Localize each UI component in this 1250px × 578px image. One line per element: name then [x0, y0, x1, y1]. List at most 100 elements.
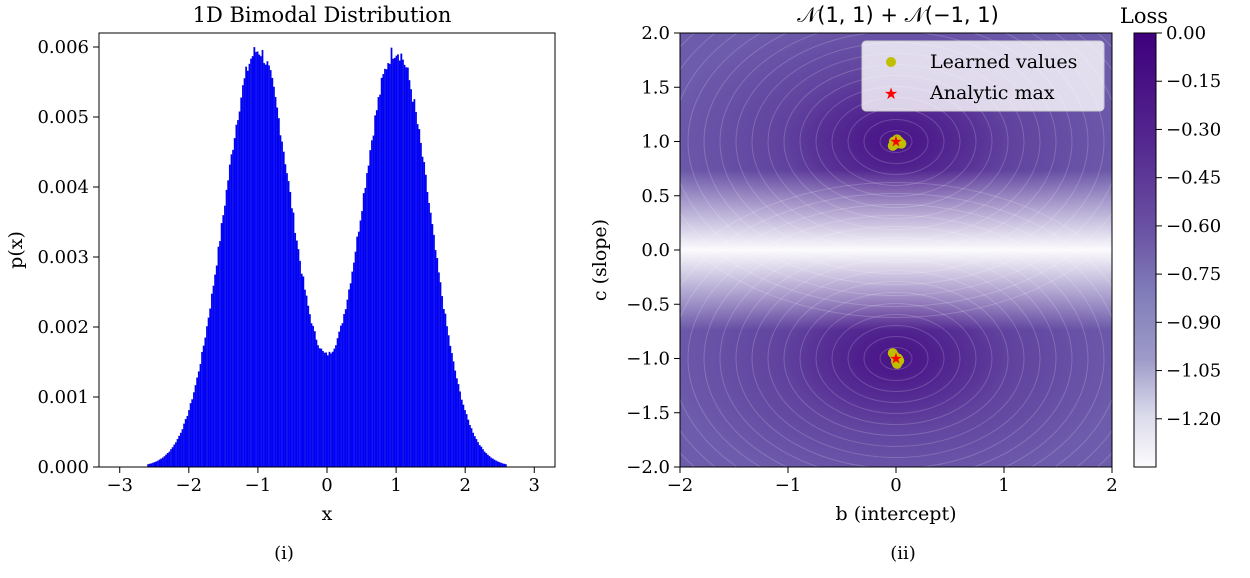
histogram-bar	[406, 67, 409, 468]
histogram-bar	[452, 361, 455, 468]
x-axis-ticks-left: −3 −2 −1 0 1 2 3	[106, 467, 540, 496]
y-tick-label: 0.005	[37, 107, 89, 128]
histogram-bar	[184, 419, 187, 468]
histogram-bar	[322, 350, 324, 468]
histogram-bar	[313, 331, 316, 468]
histogram-bar	[152, 462, 154, 468]
histogram-bar	[155, 461, 158, 468]
histogram-bar	[157, 460, 159, 468]
histogram-bar	[196, 377, 199, 468]
histogram-bar	[233, 138, 236, 468]
histogram-bar	[263, 63, 266, 468]
histogram-bar	[349, 283, 352, 468]
histogram-bar	[398, 60, 401, 468]
histogram-bar	[364, 187, 367, 468]
histogram-bar	[444, 313, 447, 468]
histogram-bar	[191, 399, 194, 468]
x-axis-label-right: b (intercept)	[836, 503, 957, 525]
histogram-bar	[390, 47, 393, 468]
histogram-bar	[266, 61, 269, 468]
histogram-bar	[188, 410, 190, 468]
y-tick-label: −1.0	[626, 349, 670, 370]
histogram-bar	[482, 449, 484, 468]
histogram-bar	[403, 64, 406, 468]
histogram-bar	[240, 97, 243, 468]
histogram-bar	[250, 58, 252, 468]
histogram-bar	[222, 215, 225, 468]
x-tick-label: −1	[775, 475, 802, 496]
histogram-bar	[344, 309, 347, 468]
histogram-bar	[454, 370, 457, 468]
histogram-bar	[245, 66, 248, 468]
histogram-bar	[315, 339, 318, 468]
histogram-bar	[359, 220, 362, 468]
colorbar-tick-label: −1.20	[1166, 409, 1221, 430]
histogram-bar	[421, 156, 424, 468]
histogram-bar	[300, 273, 303, 468]
histogram-bar	[281, 141, 283, 468]
histogram-bar	[335, 345, 337, 468]
histogram-bar	[477, 442, 479, 468]
histogram-bar	[472, 432, 475, 468]
histogram-bar	[295, 240, 298, 468]
histogram-bar	[186, 415, 189, 468]
colorbar-ticks: 0.00 −0.15 −0.30 −0.45 −0.60 −0.75 −0.90 −1.05 −…	[1156, 23, 1221, 430]
histogram-bar	[377, 97, 380, 468]
histogram-bar	[277, 118, 280, 468]
histogram-bar	[225, 189, 228, 468]
histogram-bar	[228, 164, 231, 468]
histogram-bar	[343, 314, 346, 468]
legend-marker-learned	[886, 57, 896, 67]
histogram-bar	[194, 385, 197, 468]
histogram-bar	[289, 191, 292, 468]
histogram-bar	[382, 74, 385, 468]
histogram-bar	[268, 65, 270, 468]
histogram-bar	[153, 462, 156, 468]
histogram-bar	[279, 135, 282, 468]
learned-values-points	[887, 134, 907, 369]
histogram-bar	[339, 325, 342, 468]
y-tick-label: 0.001	[37, 387, 89, 408]
contour-chart: 𝒩(1, 1) + 𝒩(−1, 1) ★★ −2 −1 0 1 2 2.01.51.00…	[589, 3, 1221, 525]
histogram-bar	[457, 384, 460, 468]
histogram-bar	[446, 326, 448, 468]
histogram-bar	[305, 295, 308, 468]
histogram-bar	[437, 272, 440, 468]
histogram-bar	[405, 67, 408, 468]
histogram-bar	[469, 425, 471, 468]
histogram-chart: 1D Bimodal Distribution −3 −2 −1 0 1 2 3 0.000…	[5, 3, 556, 525]
colorbar-title: Loss	[1120, 4, 1168, 28]
histogram-bar	[176, 438, 179, 468]
histogram-bar	[380, 77, 383, 468]
x-tick-label: 0	[890, 475, 901, 496]
histogram-bar	[310, 323, 313, 468]
histogram-bar	[362, 193, 365, 468]
histogram-bar	[237, 120, 239, 468]
y-axis-label-left: p(x)	[5, 231, 27, 269]
histogram-bar	[253, 47, 256, 468]
y-tick-label: 0.5	[641, 186, 670, 207]
y-axis-ticks-right: 2.0 1.5 1.0 0.5 0.0 −0.5 −1.0 −1.5 −2.0	[626, 23, 680, 478]
chart-title-left: 1D Bimodal Distribution	[193, 3, 452, 27]
histogram-bar	[411, 101, 414, 468]
histogram-bar	[397, 54, 399, 468]
x-axis-label-left: x	[322, 503, 333, 525]
histogram-bar	[204, 337, 207, 468]
histogram-bar	[297, 249, 300, 468]
histogram-bar	[189, 403, 192, 468]
histogram-bar	[323, 352, 326, 468]
histogram-bar	[199, 363, 202, 468]
histogram-bar	[379, 94, 381, 468]
histogram-bar	[224, 205, 226, 468]
histogram-bar	[255, 51, 257, 468]
histogram-bar	[413, 99, 416, 468]
colorbar-tick-label: −0.15	[1166, 71, 1221, 92]
histogram-bar	[246, 70, 249, 468]
histogram-bar	[168, 451, 171, 468]
legend-label-learned: Learned values	[930, 51, 1077, 73]
histogram-bar	[384, 68, 386, 468]
histogram-bar	[235, 124, 238, 468]
histogram-bar	[307, 305, 310, 468]
y-tick-label: −1.5	[626, 403, 670, 424]
histogram-bar	[338, 331, 341, 468]
